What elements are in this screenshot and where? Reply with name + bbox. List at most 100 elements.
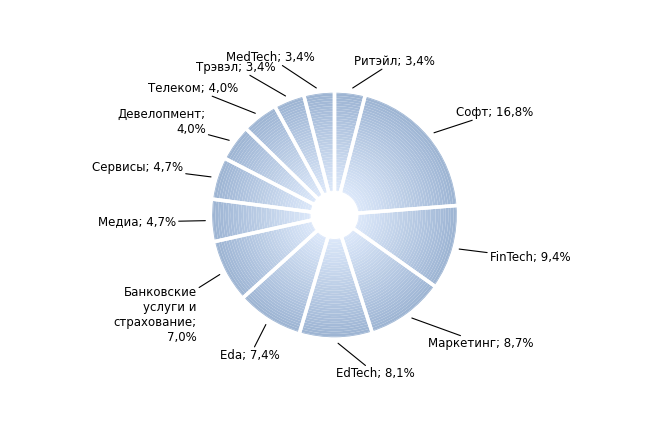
Wedge shape bbox=[286, 225, 299, 249]
Wedge shape bbox=[271, 138, 293, 155]
Wedge shape bbox=[306, 98, 334, 105]
Text: Софт; 16,8%: Софт; 16,8% bbox=[434, 106, 533, 133]
Wedge shape bbox=[352, 249, 384, 273]
Wedge shape bbox=[345, 234, 363, 249]
Wedge shape bbox=[297, 139, 316, 149]
Wedge shape bbox=[321, 162, 334, 166]
Wedge shape bbox=[308, 237, 325, 249]
Wedge shape bbox=[244, 235, 267, 278]
Wedge shape bbox=[327, 185, 334, 188]
Wedge shape bbox=[270, 229, 288, 259]
Wedge shape bbox=[357, 257, 396, 287]
Wedge shape bbox=[251, 113, 280, 135]
Wedge shape bbox=[246, 203, 251, 234]
Wedge shape bbox=[317, 270, 353, 276]
Wedge shape bbox=[373, 211, 385, 244]
Wedge shape bbox=[370, 283, 432, 328]
Wedge shape bbox=[326, 182, 334, 186]
Wedge shape bbox=[215, 200, 221, 241]
Wedge shape bbox=[233, 202, 238, 237]
Wedge shape bbox=[354, 137, 415, 209]
Wedge shape bbox=[241, 235, 265, 280]
Wedge shape bbox=[236, 202, 241, 237]
Wedge shape bbox=[322, 191, 329, 196]
Wedge shape bbox=[268, 229, 286, 261]
Wedge shape bbox=[304, 314, 367, 321]
Wedge shape bbox=[334, 129, 356, 134]
Wedge shape bbox=[334, 187, 341, 191]
Wedge shape bbox=[246, 234, 269, 276]
Wedge shape bbox=[310, 235, 326, 246]
Wedge shape bbox=[248, 292, 302, 327]
Wedge shape bbox=[316, 230, 328, 239]
Text: Ритэйл; 3,4%: Ритэйл; 3,4% bbox=[353, 55, 435, 88]
Wedge shape bbox=[345, 235, 365, 251]
Text: Eda; 7,4%: Eda; 7,4% bbox=[220, 325, 280, 362]
Wedge shape bbox=[361, 107, 446, 206]
Wedge shape bbox=[281, 173, 293, 188]
Wedge shape bbox=[269, 273, 310, 300]
Wedge shape bbox=[313, 129, 334, 134]
Wedge shape bbox=[293, 132, 314, 142]
Wedge shape bbox=[427, 206, 451, 283]
Wedge shape bbox=[359, 262, 403, 295]
Wedge shape bbox=[294, 210, 298, 224]
Wedge shape bbox=[345, 171, 379, 212]
Wedge shape bbox=[367, 276, 423, 319]
Wedge shape bbox=[238, 203, 244, 236]
Wedge shape bbox=[266, 230, 284, 262]
Wedge shape bbox=[353, 213, 359, 229]
Wedge shape bbox=[284, 209, 288, 226]
Wedge shape bbox=[315, 191, 322, 198]
Wedge shape bbox=[298, 171, 312, 182]
Wedge shape bbox=[432, 206, 456, 286]
Wedge shape bbox=[251, 204, 256, 233]
Wedge shape bbox=[278, 147, 298, 162]
Wedge shape bbox=[260, 180, 270, 206]
Wedge shape bbox=[248, 108, 277, 132]
Wedge shape bbox=[312, 171, 324, 178]
Wedge shape bbox=[350, 244, 377, 265]
Wedge shape bbox=[365, 95, 458, 206]
Wedge shape bbox=[224, 164, 238, 201]
Wedge shape bbox=[318, 147, 334, 151]
Wedge shape bbox=[273, 140, 294, 157]
Wedge shape bbox=[221, 163, 235, 201]
Wedge shape bbox=[224, 129, 248, 159]
Wedge shape bbox=[334, 139, 353, 144]
Wedge shape bbox=[254, 151, 271, 175]
Wedge shape bbox=[334, 93, 365, 100]
Wedge shape bbox=[302, 175, 314, 185]
Wedge shape bbox=[394, 209, 410, 259]
Wedge shape bbox=[290, 180, 300, 193]
Wedge shape bbox=[278, 171, 291, 187]
Wedge shape bbox=[334, 190, 341, 194]
Wedge shape bbox=[311, 187, 320, 194]
Wedge shape bbox=[363, 100, 453, 206]
Wedge shape bbox=[334, 167, 347, 171]
Wedge shape bbox=[364, 97, 456, 206]
Wedge shape bbox=[221, 200, 226, 240]
Wedge shape bbox=[359, 117, 436, 207]
Wedge shape bbox=[280, 190, 288, 208]
Wedge shape bbox=[258, 122, 284, 143]
Wedge shape bbox=[334, 114, 360, 120]
Wedge shape bbox=[299, 331, 373, 339]
Wedge shape bbox=[421, 206, 444, 278]
Wedge shape bbox=[233, 135, 255, 164]
Wedge shape bbox=[357, 127, 425, 208]
Wedge shape bbox=[229, 132, 251, 162]
Wedge shape bbox=[312, 287, 359, 293]
Wedge shape bbox=[240, 141, 260, 167]
Wedge shape bbox=[256, 285, 305, 317]
Wedge shape bbox=[400, 209, 418, 263]
Wedge shape bbox=[300, 147, 318, 155]
Wedge shape bbox=[300, 210, 303, 223]
Wedge shape bbox=[246, 293, 302, 329]
Wedge shape bbox=[294, 250, 320, 268]
Wedge shape bbox=[355, 253, 390, 280]
Wedge shape bbox=[341, 188, 362, 213]
Wedge shape bbox=[310, 117, 334, 122]
Wedge shape bbox=[308, 106, 334, 112]
Wedge shape bbox=[334, 175, 345, 178]
